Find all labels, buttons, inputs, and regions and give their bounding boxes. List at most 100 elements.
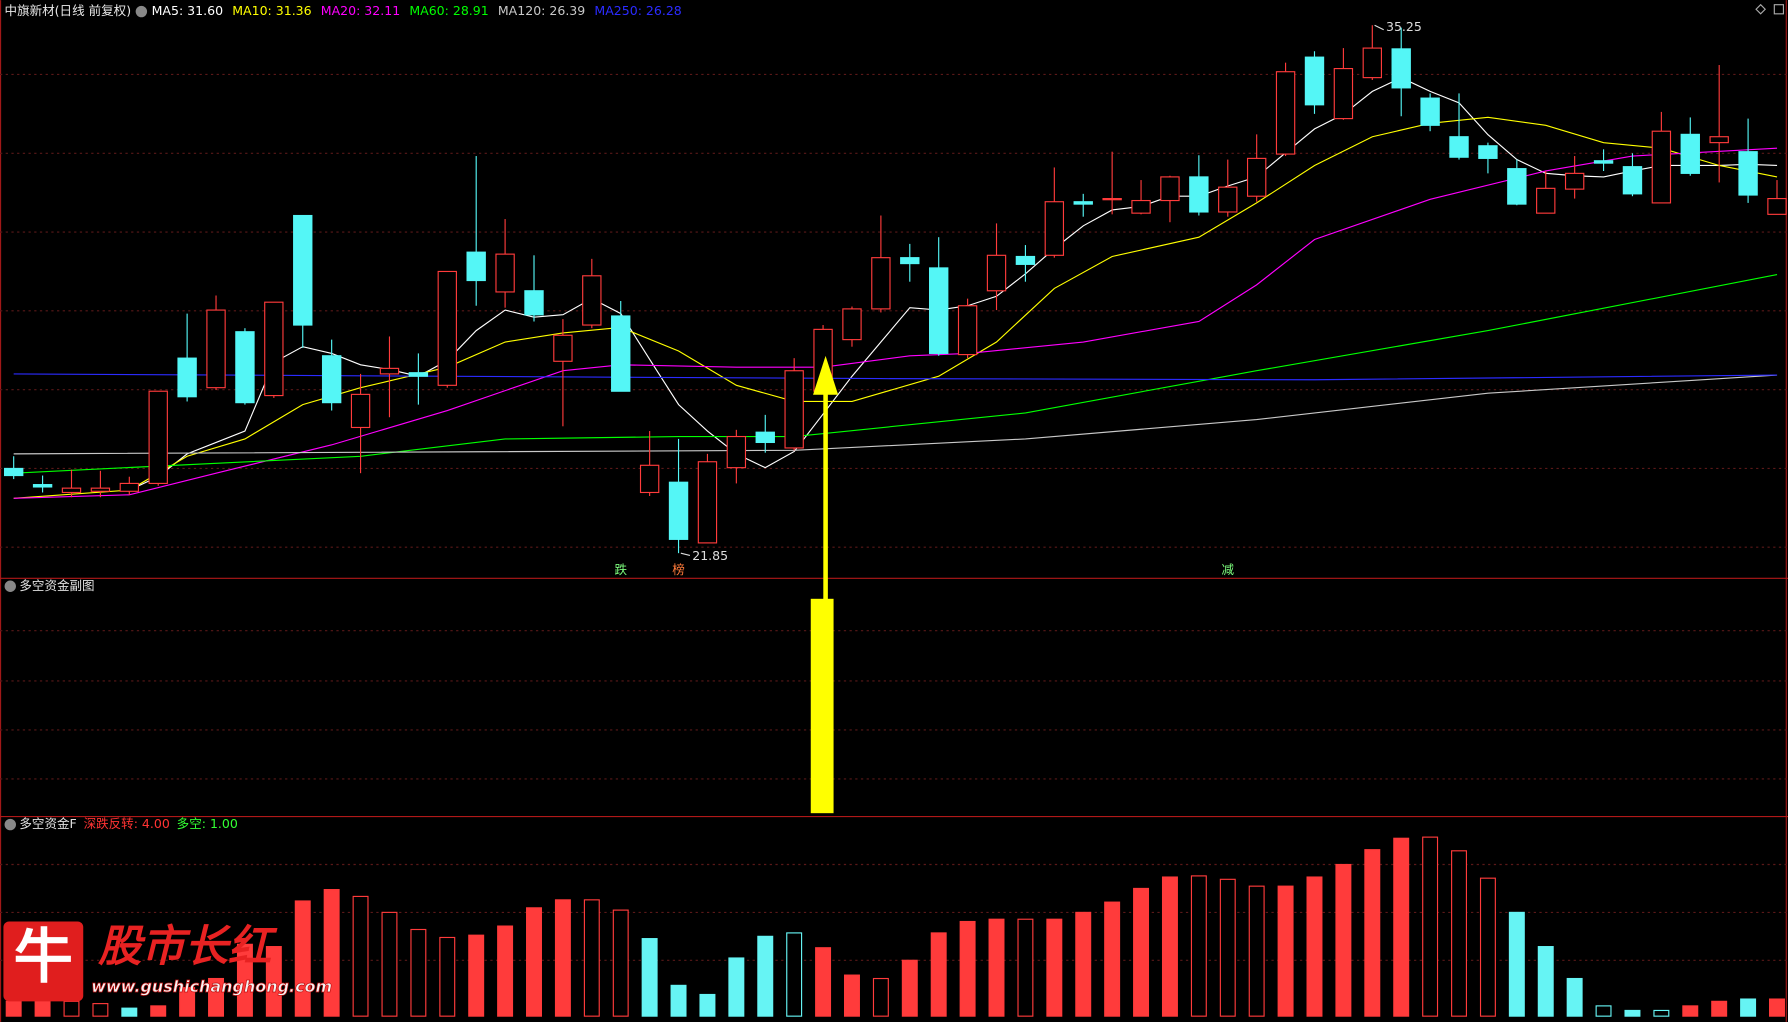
candle-body <box>1564 172 1585 190</box>
bar <box>63 1000 80 1017</box>
highlight-block <box>810 598 834 814</box>
bar <box>179 987 196 1017</box>
candle-body <box>1738 151 1758 196</box>
bar <box>930 932 947 1017</box>
bar <box>1248 885 1265 1017</box>
signal-marker: 跌 <box>614 562 627 577</box>
panel-icon[interactable] <box>4 818 16 831</box>
bar <box>1769 998 1785 1017</box>
bar <box>1104 901 1121 1017</box>
annotation-pointer <box>1374 24 1384 31</box>
low-annotation: 21.85 <box>692 548 728 563</box>
bar <box>1711 1000 1728 1017</box>
brand-url: www.gushichanghong.com <box>91 977 332 996</box>
bar <box>901 959 918 1017</box>
panel-title: 多空资金副图 <box>19 578 94 593</box>
bar <box>699 993 716 1017</box>
candle-body <box>148 390 168 484</box>
candle-body <box>119 482 140 492</box>
bar <box>1017 918 1034 1017</box>
legend-entry: MA20: 32.11 <box>321 3 400 18</box>
candle-body <box>408 372 429 377</box>
candle-body <box>1362 47 1382 79</box>
bar <box>757 935 774 1017</box>
logo-text: 牛 <box>14 921 73 991</box>
candle-body <box>582 275 602 326</box>
bar <box>526 907 542 1017</box>
title-icon <box>135 5 148 18</box>
bar <box>815 947 832 1017</box>
candle-body <box>1651 130 1672 204</box>
candle-body <box>755 431 775 444</box>
icon[interactable] <box>1755 3 1767 15</box>
bar <box>381 911 398 1017</box>
bar <box>1335 863 1352 1017</box>
panel-icon[interactable] <box>4 580 16 592</box>
candle-body <box>697 461 718 544</box>
bar <box>959 920 976 1017</box>
candle-body <box>1218 186 1238 213</box>
panel-title: 多空资金F <box>19 816 76 831</box>
bar <box>1537 946 1554 1017</box>
candle-body <box>1622 166 1643 195</box>
candle-body <box>726 435 747 469</box>
bar <box>92 1003 109 1017</box>
annotation-pointer <box>680 552 691 556</box>
candle-body <box>1304 56 1325 106</box>
candle-body <box>900 257 920 265</box>
brand-name: 股市长红 <box>97 921 278 972</box>
candle-body <box>1680 133 1700 174</box>
candle-body <box>1478 145 1498 159</box>
bar <box>1624 1009 1641 1017</box>
candle-body <box>1709 136 1729 144</box>
icon[interactable] <box>1773 4 1785 15</box>
ma-line <box>13 147 1778 499</box>
candle-body <box>957 305 978 356</box>
candle-body <box>1420 97 1440 126</box>
candle-body <box>3 467 24 477</box>
candle-body <box>929 267 949 354</box>
candle-body <box>495 253 515 293</box>
bar <box>1479 877 1496 1017</box>
watermark: 牛 股市长红 www.gushichanghong.com <box>3 921 332 1002</box>
bar <box>34 998 51 1017</box>
bar <box>1422 836 1439 1017</box>
candle-body <box>784 370 804 449</box>
bar <box>323 889 340 1017</box>
bar <box>728 957 745 1017</box>
candle-body <box>1073 201 1093 205</box>
candle-body <box>1507 168 1527 205</box>
signal-marker: 减 <box>1221 562 1234 577</box>
bar <box>612 909 629 1017</box>
high-annotation: 35.25 <box>1386 19 1422 34</box>
candle-body <box>1449 136 1469 158</box>
bar <box>1190 875 1207 1017</box>
candle-body <box>235 331 255 404</box>
legend-entry: MA60: 28.91 <box>409 3 488 18</box>
legend-entry: MA250: 26.28 <box>594 3 681 18</box>
ma-line <box>13 374 1778 455</box>
legend-entry: MA10: 31.36 <box>232 3 311 18</box>
plot-layers: 35.25 21.85 跌 榜 减 中旗新材(日线 前复权) MA5: 31.60 MA10:… <box>0 3 1788 1017</box>
candle-body <box>1131 199 1151 214</box>
bar <box>670 984 687 1017</box>
bar <box>352 895 369 1017</box>
candle-body <box>611 315 631 392</box>
candle-body <box>321 355 342 404</box>
candle-body <box>986 254 1007 292</box>
candle-body <box>466 251 486 282</box>
overlay-arrow <box>810 355 839 814</box>
candle-body <box>1246 157 1267 197</box>
legend-entry: MA120: 26.39 <box>498 3 585 18</box>
candle-body <box>1536 187 1556 214</box>
candle-body <box>293 214 313 326</box>
candle-body <box>1767 198 1787 215</box>
bar <box>1075 911 1092 1017</box>
candle-body <box>1015 255 1036 265</box>
candle-body <box>639 464 660 494</box>
candle-body <box>553 334 573 362</box>
candle-body <box>1102 198 1122 201</box>
ma-line <box>129 77 1778 491</box>
